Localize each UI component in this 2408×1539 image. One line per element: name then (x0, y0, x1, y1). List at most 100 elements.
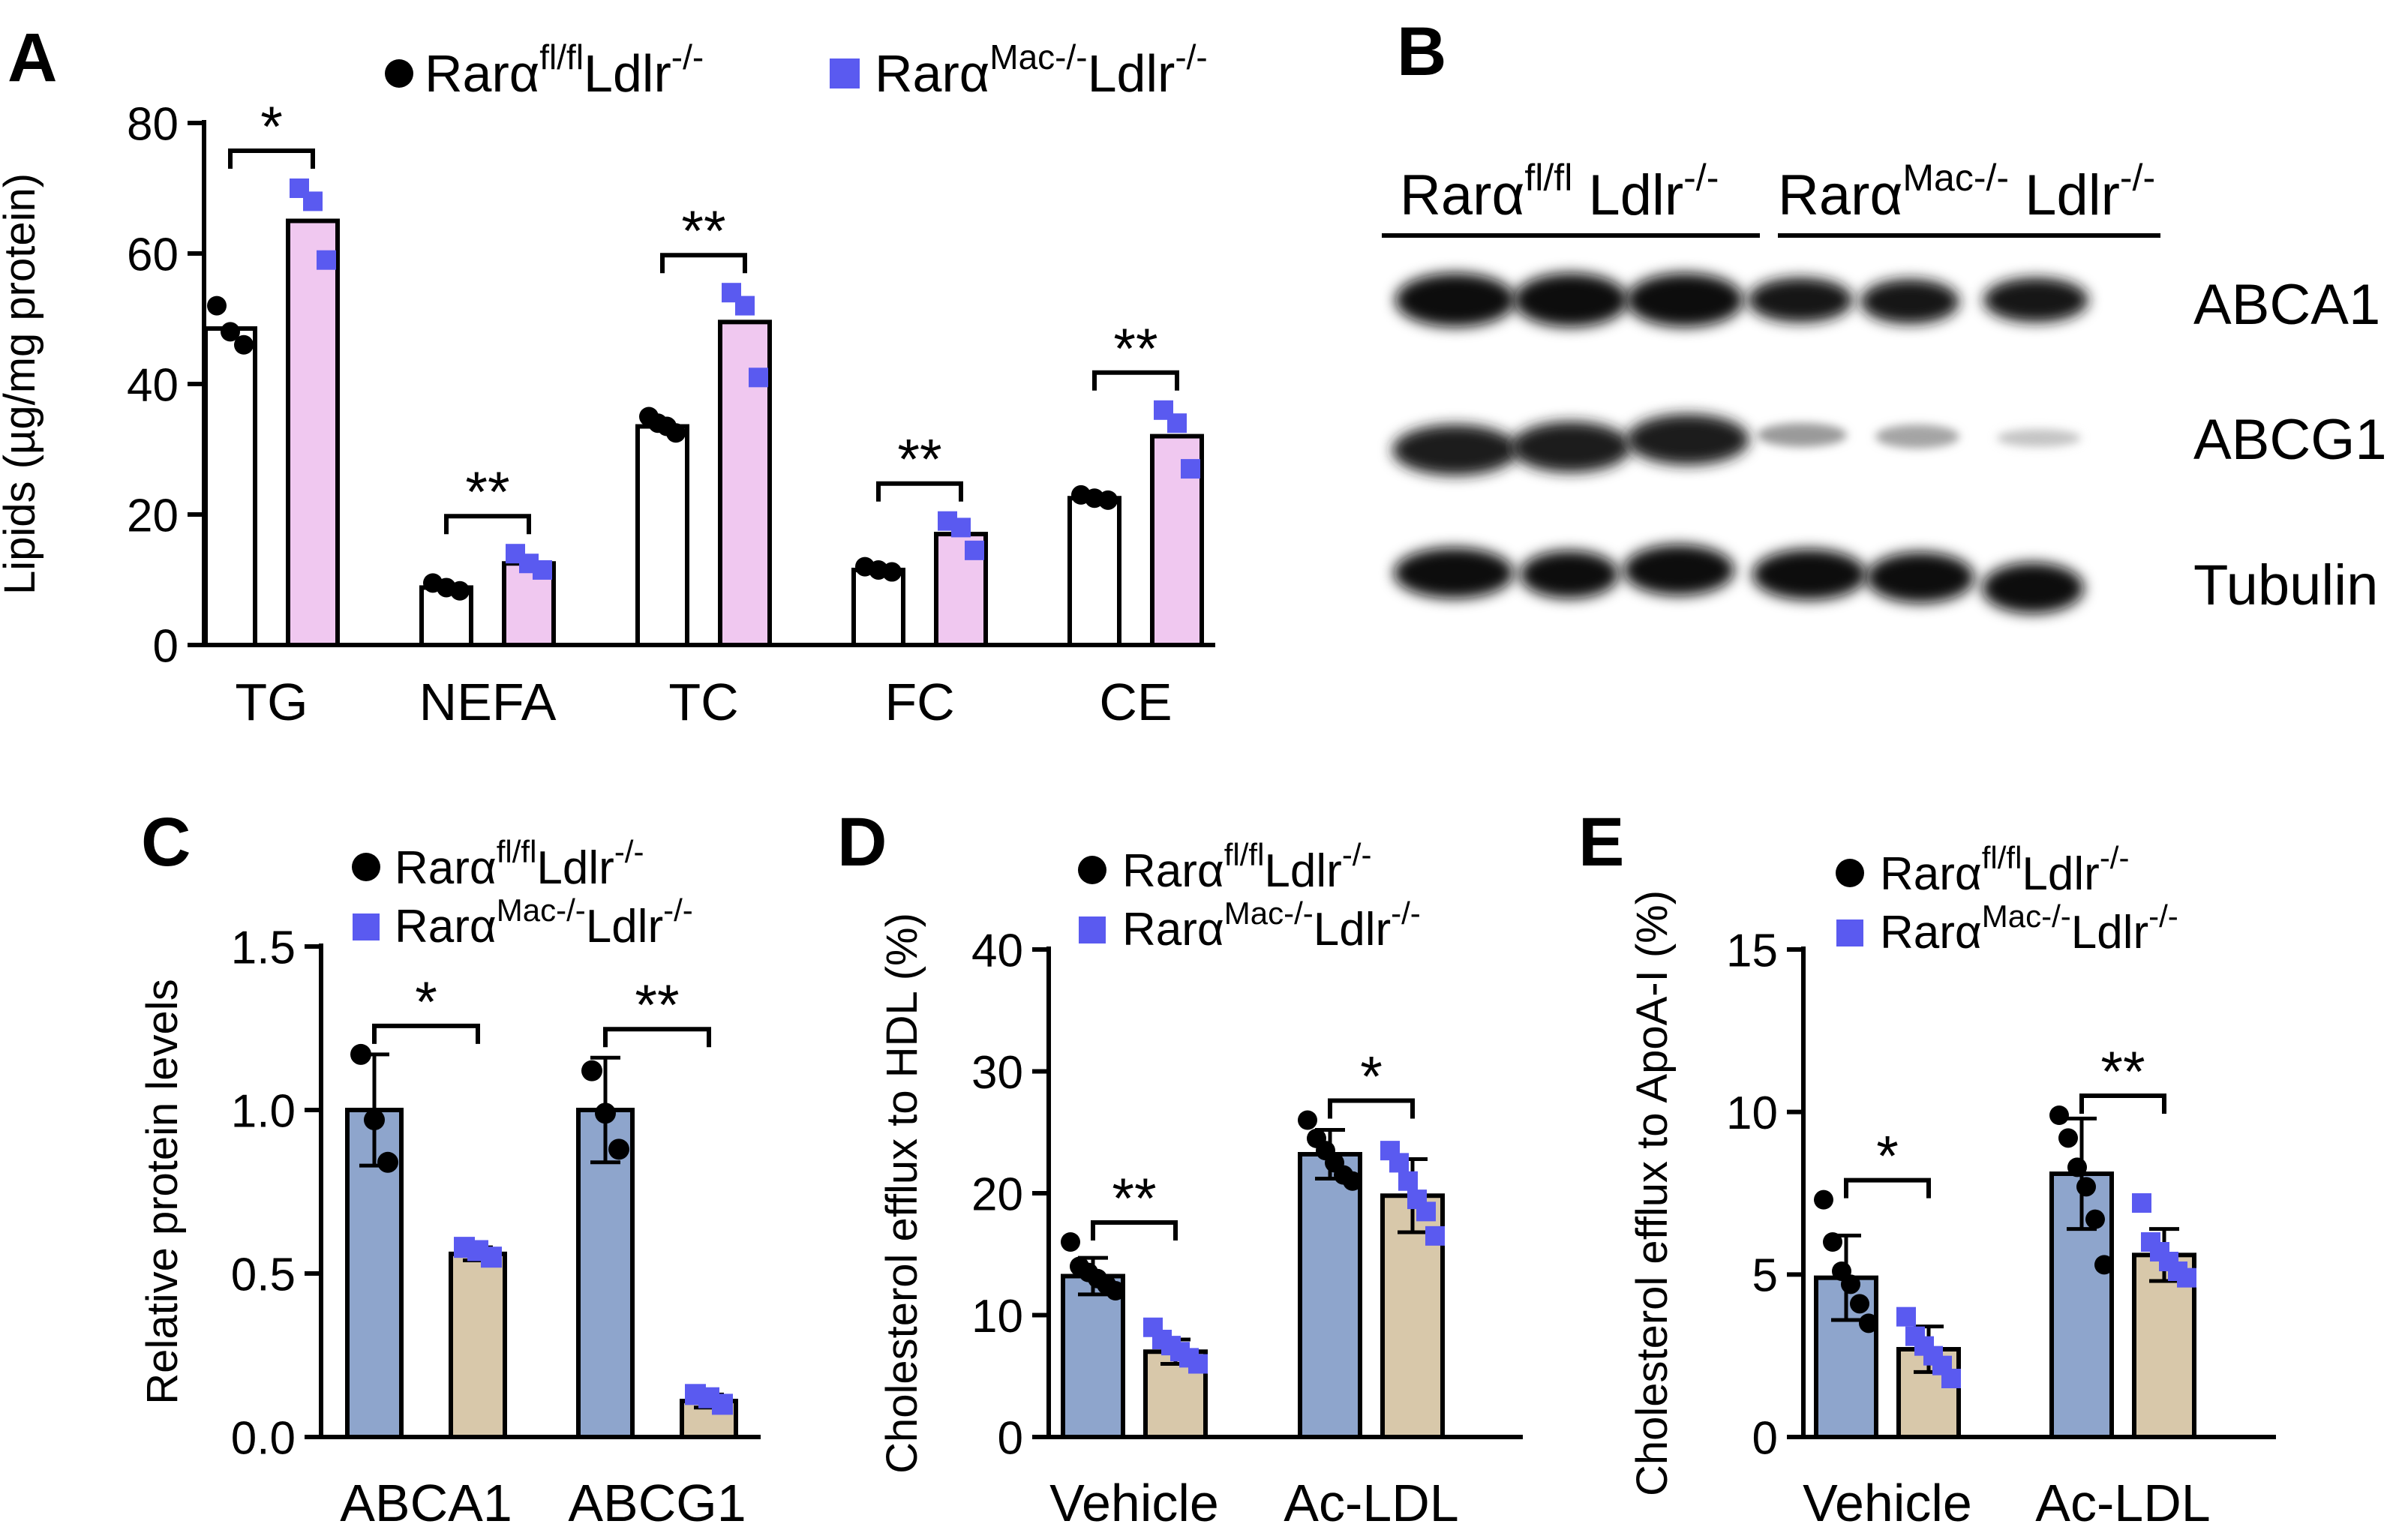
a-sig-stars-nefa: ** (465, 460, 509, 524)
e-sig-stars-ac-ldl: ** (2100, 1040, 2145, 1104)
panel-e-legend: Rarαfl/flLdlr-/- RarαMac-/-Ldlr-/- (1836, 840, 2178, 958)
d-point-mac-ac-ldl (1425, 1226, 1445, 1246)
c-category-label-abca1: ABCA1 (340, 1474, 512, 1532)
c-sig-bracket-abcg1 (603, 1027, 711, 1048)
a-point-ctrl-fc (882, 562, 902, 582)
d-y-tick-label: 0 (998, 1412, 1023, 1464)
d-point-ctrl-vehicle (1061, 1232, 1080, 1252)
e-y-tick-label: 10 (1726, 1088, 1778, 1139)
legend-c-ctrl-marker (352, 853, 380, 881)
band-abcg1-lane6 (1997, 429, 2081, 447)
blot-band-label-abca1: ABCA1 (2193, 273, 2380, 337)
a-sig-bracket-ce (1092, 370, 1179, 391)
panel-letter-e: E (1578, 804, 1624, 880)
a-sig-bracket-tc (660, 253, 747, 274)
legend-a-mac-marker (830, 58, 860, 88)
a-point-ctrl-ce (1098, 490, 1118, 510)
a-y-tick-label: 60 (127, 229, 179, 280)
panel-letter-c: C (141, 804, 191, 880)
e-y-tick-label: 15 (1726, 925, 1778, 976)
blot-group-label-mac: RarαMac-/- Ldlr-/- (1778, 157, 2155, 227)
c-bar-mac-abca1 (449, 1251, 507, 1439)
c-point-ctrl-abcg1 (595, 1102, 616, 1124)
e-point-ctrl-vehicle (1814, 1190, 1833, 1210)
chart-c-protein-levels: 0.0 0.5 1.0 1.5 Relative protein levels * ABCA… (138, 922, 761, 1532)
c-sig-stars-abcg1: ** (635, 974, 679, 1037)
band-abca1-lane2 (1514, 273, 1628, 327)
d-sig-bracket-ac-ldl (1328, 1098, 1415, 1119)
d-sig-stars-vehicle: ** (1112, 1167, 1156, 1231)
a-point-mac-fc (965, 540, 984, 560)
a-point-ctrl-tc (666, 423, 686, 443)
d-point-mac-ac-ldl (1398, 1171, 1418, 1191)
a-point-mac-tg (303, 191, 323, 212)
a-sig-stars-tg: * (260, 95, 283, 159)
legend-a-ctrl-label: Rarαfl/flLdlr-/- (425, 38, 704, 103)
legend-c-ctrl-label: Rarαfl/flLdlr-/- (395, 834, 644, 894)
a-point-mac-fc (951, 518, 971, 538)
panel-letter-a: A (8, 20, 57, 96)
a-point-mac-tc (735, 296, 755, 316)
e-point-ctrl-ac-ldl (2049, 1106, 2069, 1125)
e-point-ctrl-vehicle (1850, 1294, 1869, 1314)
blot-group-label-ctrl: Rarαfl/fl Ldlr-/- (1400, 157, 1719, 227)
e-sig-stars-vehicle: * (1876, 1125, 1899, 1189)
band-abcg1-lane4 (1757, 423, 1847, 447)
a-category-label-tg: TG (235, 673, 308, 731)
legend-d-mac-label: RarαMac-/-Ldlr-/- (1122, 896, 1421, 956)
panel-d-legend: Rarαfl/flLdlr-/- RarαMac-/-Ldlr-/- (1078, 837, 1421, 956)
legend-a-mac-label: RarαMac-/-Ldlr-/- (875, 38, 1208, 103)
a-y-tick-label: 80 (127, 98, 179, 150)
a-point-ctrl-nefa (450, 580, 470, 601)
e-point-mac-vehicle (1896, 1306, 1916, 1327)
e-point-mac-ac-ldl (2177, 1268, 2196, 1288)
e-point-ctrl-ac-ldl (2085, 1209, 2105, 1229)
panel-letter-b: B (1397, 14, 1446, 90)
e-point-ctrl-vehicle (1859, 1313, 1878, 1334)
a-bar-ctrl-ce (1067, 496, 1121, 647)
western-blot: Rarαfl/fl Ldlr-/- RarαMac-/- Ldlr-/- (1382, 157, 2387, 617)
a-point-mac-tg (317, 250, 336, 270)
d-point-ctrl-ac-ldl (1298, 1110, 1317, 1130)
e-y-tick-label: 0 (1752, 1412, 1778, 1464)
e-sig-bracket-vehicle (1844, 1178, 1931, 1198)
e-point-ctrl-vehicle (1823, 1232, 1842, 1252)
e-sig-bracket-ac-ldl (2079, 1094, 2166, 1114)
c-sig-bracket-abca1 (372, 1023, 480, 1044)
band-abcg1-lane1 (1392, 424, 1518, 476)
a-sig-stars-tc: ** (681, 200, 725, 263)
a-bar-ctrl-tc (635, 424, 689, 647)
legend-c-mac-label: RarαMac-/-Ldlr-/- (395, 892, 693, 952)
legend-e-mac-label: RarαMac-/-Ldlr-/- (1880, 898, 2178, 958)
e-point-ctrl-ac-ldl (2076, 1177, 2096, 1197)
legend-e-mac-marker (1836, 920, 1863, 946)
a-point-mac-nefa (533, 560, 552, 580)
a-point-mac-ce (1181, 459, 1200, 479)
panel-a-legend: Rarαfl/flLdlr-/- RarαMac-/-Ldlr-/- (385, 38, 1208, 103)
a-bar-mac-tg (286, 218, 340, 647)
e-y-axis-label: Cholesterol efflux to ApoA-I (%) (1628, 890, 1677, 1496)
legend-d-ctrl-marker (1078, 856, 1106, 884)
d-y-axis-label: Cholesterol efflux to HDL (%) (878, 913, 926, 1474)
d-y-tick-label: 10 (971, 1291, 1023, 1342)
c-category-label-abcg1: ABCG1 (568, 1474, 746, 1532)
d-point-ctrl-vehicle (1106, 1281, 1125, 1300)
a-sig-bracket-fc (876, 481, 963, 502)
d-category-label-ac-ldl: Ac-LDL (1284, 1474, 1458, 1532)
c-y-tick-label: 1.0 (231, 1085, 296, 1137)
a-point-ctrl-tg (234, 334, 254, 355)
e-y-tick-label: 5 (1752, 1250, 1778, 1302)
a-y-axis-label: Lipids (µg/mg protein) (0, 173, 44, 595)
legend-c-mac-marker (353, 914, 380, 940)
chart-a-lipids: 0 20 40 60 80 Lipids (µg/mg protein) * TG ** NEFA… (0, 95, 1215, 731)
a-category-label-nefa: NEFA (419, 673, 557, 731)
e-point-ctrl-ac-ldl (2067, 1157, 2087, 1178)
band-tubulin-lane2 (1520, 550, 1619, 598)
band-abca1-lane3 (1626, 273, 1743, 327)
d-y-tick-label: 20 (971, 1168, 1023, 1220)
a-point-ctrl-tg (221, 322, 240, 342)
c-point-ctrl-abca1 (377, 1151, 398, 1173)
a-y-tick-label: 40 (127, 359, 179, 411)
